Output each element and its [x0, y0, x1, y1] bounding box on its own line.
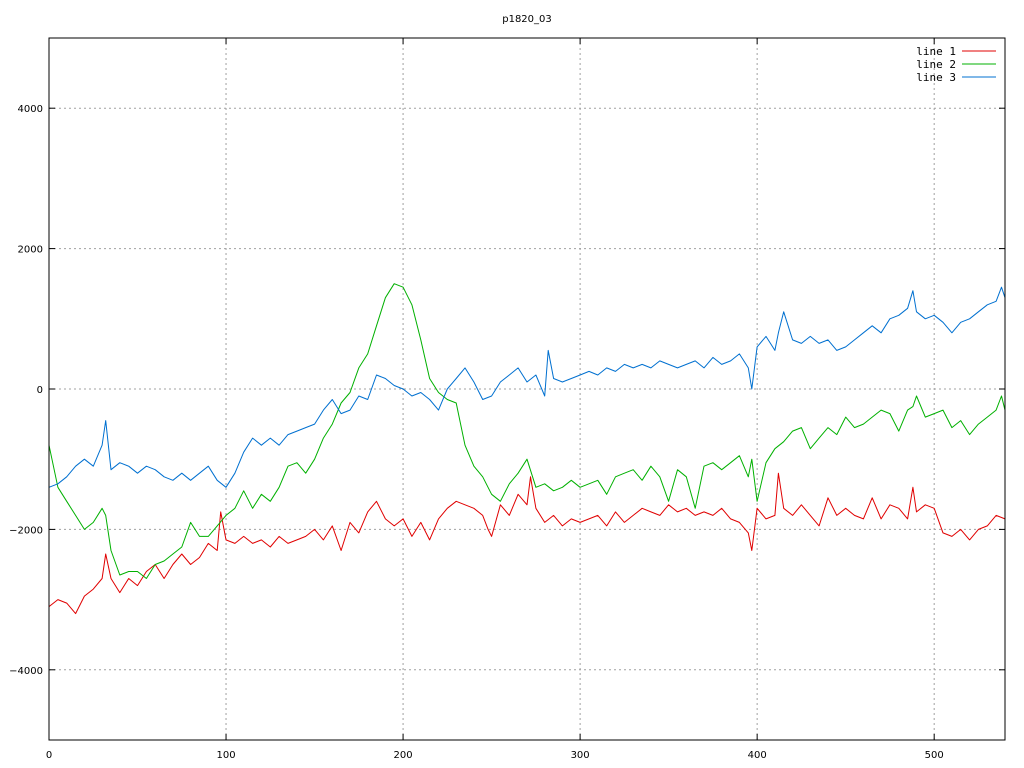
chart-title: p1820_03	[502, 14, 552, 25]
x-tick-label: 500	[925, 750, 944, 761]
x-tick-label: 400	[748, 750, 767, 761]
axis-ticks: 0 100 200 300 400 500 −4000 −2000 0 2000 4000	[9, 38, 1005, 761]
y-tick-label: 0	[37, 385, 43, 396]
x-tick-label: 0	[46, 750, 52, 761]
x-tick-label: 100	[216, 750, 235, 761]
y-tick-label: 2000	[18, 245, 43, 256]
plot-frame	[48, 37, 1006, 741]
x-tick-label: 300	[571, 750, 590, 761]
y-tick-label: −4000	[9, 666, 43, 677]
series-line-line-2	[48, 283, 1006, 579]
legend-label: line 1	[916, 45, 956, 58]
x-tick-label: 200	[394, 750, 413, 761]
y-tick-label: 4000	[18, 104, 43, 115]
legend-label: line 2	[916, 58, 956, 71]
series-line-line-1	[48, 472, 1006, 615]
series-line-line-3	[48, 286, 1006, 488]
series-lines	[48, 283, 1006, 615]
grid-lines	[49, 38, 1005, 740]
y-tick-label: −2000	[9, 525, 43, 536]
legend-label: line 3	[916, 71, 956, 84]
